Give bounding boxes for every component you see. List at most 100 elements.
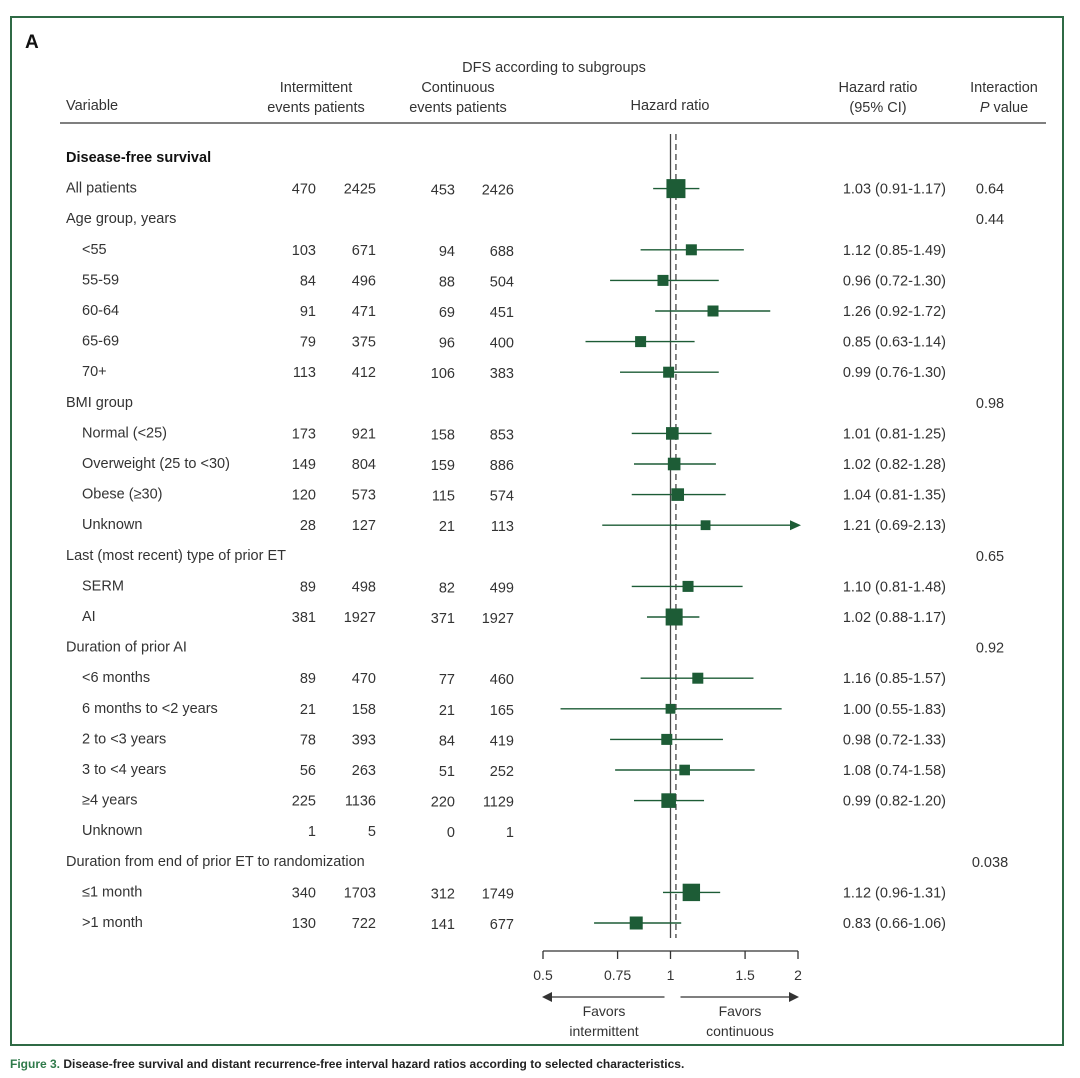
intermittent-patients: 496 bbox=[352, 273, 376, 289]
continuous-patients: 853 bbox=[490, 427, 514, 443]
intermittent-patients: 573 bbox=[352, 488, 376, 504]
caption-label: Figure 3. bbox=[10, 1057, 61, 1071]
hr-marker bbox=[685, 244, 697, 256]
continuous-patients: 1927 bbox=[482, 611, 514, 627]
intermittent-events: 470 bbox=[292, 182, 316, 198]
figure-frame bbox=[10, 16, 1064, 1046]
col-header-plot: Hazard ratio bbox=[631, 98, 710, 114]
continuous-patients: 677 bbox=[490, 917, 514, 933]
continuous-patients: 113 bbox=[491, 519, 514, 535]
col-header-variable: Variable bbox=[66, 98, 118, 114]
interaction-p-value: 0.64 bbox=[976, 182, 1004, 198]
hazard-ratio-ci: 0.96 (0.72-1.30) bbox=[843, 273, 946, 289]
col-header-hr-1: Hazard ratio bbox=[839, 80, 918, 96]
col-header-continuous-2: events patients bbox=[409, 100, 507, 116]
intermittent-patients: 471 bbox=[352, 304, 376, 320]
continuous-patients: 252 bbox=[490, 764, 514, 780]
figure-caption: Figure 3. Disease-free survival and dist… bbox=[10, 1057, 684, 1071]
hr-marker bbox=[667, 457, 681, 471]
row-label: SERM bbox=[82, 578, 124, 594]
row-label: >1 month bbox=[82, 915, 143, 931]
intermittent-events: 1 bbox=[308, 824, 316, 840]
hazard-ratio-ci: 1.01 (0.81-1.25) bbox=[843, 426, 946, 442]
hazard-ratio-ci: 1.16 (0.85-1.57) bbox=[843, 671, 946, 687]
hr-marker bbox=[682, 883, 701, 902]
hr-marker bbox=[666, 427, 679, 440]
intermittent-events: 149 bbox=[292, 457, 316, 473]
row-label: Unknown bbox=[82, 823, 142, 839]
row-label: All patients bbox=[66, 181, 137, 197]
row-label: ≤1 month bbox=[82, 884, 142, 900]
x-tick-label: 0.75 bbox=[604, 967, 631, 983]
favors-right-arrowhead bbox=[789, 992, 799, 1002]
hazard-ratio-ci: 1.08 (0.74-1.58) bbox=[843, 763, 946, 779]
continuous-patients: 383 bbox=[490, 366, 514, 382]
ci-arrow bbox=[790, 520, 801, 531]
row-label: 70+ bbox=[82, 364, 107, 380]
intermittent-events: 56 bbox=[300, 763, 316, 779]
x-tick-label: 2 bbox=[794, 967, 802, 983]
continuous-patients: 1129 bbox=[483, 795, 514, 811]
hazard-ratio-ci: 1.04 (0.81-1.35) bbox=[843, 488, 946, 504]
hazard-ratio-ci: 1.12 (0.96-1.31) bbox=[843, 885, 946, 901]
interaction-p-value: 0.44 bbox=[976, 212, 1004, 228]
continuous-patients: 499 bbox=[490, 580, 514, 596]
continuous-events: 69 bbox=[439, 305, 455, 321]
continuous-events: 82 bbox=[439, 580, 455, 596]
continuous-patients: 400 bbox=[490, 336, 514, 352]
intermittent-events: 120 bbox=[292, 488, 316, 504]
hazard-ratio-ci: 1.02 (0.88-1.17) bbox=[843, 610, 946, 626]
intermittent-events: 78 bbox=[300, 732, 316, 748]
p-letter: P bbox=[980, 100, 990, 116]
table-rows: Disease-free survival All patients 470 2425… bbox=[66, 150, 1008, 933]
favors-right-line2: continuous bbox=[706, 1023, 774, 1039]
hazard-ratio-ci: 0.99 (0.76-1.30) bbox=[843, 365, 946, 381]
hr-marker bbox=[679, 764, 690, 776]
intermittent-patients: 375 bbox=[352, 335, 376, 351]
hazard-ratio-ci: 0.83 (0.66-1.06) bbox=[843, 916, 946, 932]
hr-marker bbox=[635, 336, 647, 348]
continuous-events: 220 bbox=[431, 795, 455, 811]
hr-marker bbox=[661, 793, 676, 808]
row-label: Age group, years bbox=[66, 211, 176, 227]
continuous-events: 371 bbox=[431, 611, 455, 627]
col-header-intermittent-2: events patients bbox=[267, 100, 365, 116]
hazard-ratio-ci: 1.26 (0.92-1.72) bbox=[843, 304, 946, 320]
row-label: ≥4 years bbox=[82, 793, 138, 809]
intermittent-events: 113 bbox=[293, 365, 316, 381]
continuous-events: 158 bbox=[431, 427, 455, 443]
continuous-events: 0 bbox=[447, 825, 455, 841]
row-label: Last (most recent) type of prior ET bbox=[66, 548, 286, 564]
intermittent-patients: 127 bbox=[352, 518, 376, 534]
col-header-intermittent-1: Intermittent bbox=[280, 80, 353, 96]
intermittent-patients: 412 bbox=[352, 365, 376, 381]
intermittent-patients: 2425 bbox=[344, 182, 376, 198]
continuous-events: 88 bbox=[439, 274, 455, 290]
interaction-p-value: 0.038 bbox=[972, 855, 1008, 871]
intermittent-patients: 1136 bbox=[345, 794, 376, 810]
continuous-patients: 165 bbox=[490, 703, 514, 719]
continuous-events: 21 bbox=[439, 703, 455, 719]
intermittent-events: 21 bbox=[300, 702, 316, 718]
intermittent-events: 103 bbox=[292, 243, 316, 259]
row-label: Obese (≥30) bbox=[82, 487, 163, 503]
intermittent-patients: 1703 bbox=[344, 885, 376, 901]
favors-left-arrowhead bbox=[542, 992, 552, 1002]
p-value-word: value bbox=[994, 100, 1029, 116]
hr-marker bbox=[700, 520, 711, 531]
intermittent-patients: 498 bbox=[352, 579, 376, 595]
row-label: 6 months to <2 years bbox=[82, 701, 218, 717]
hazard-ratio-ci: 0.98 (0.72-1.33) bbox=[843, 732, 946, 748]
continuous-events: 77 bbox=[439, 672, 455, 688]
hr-marker bbox=[682, 580, 694, 592]
intermittent-patients: 804 bbox=[352, 457, 376, 473]
continuous-events: 94 bbox=[439, 244, 455, 260]
continuous-patients: 419 bbox=[490, 733, 514, 749]
intermittent-patients: 671 bbox=[352, 243, 376, 259]
continuous-patients: 504 bbox=[490, 274, 514, 290]
hazard-ratio-ci: 1.00 (0.55-1.83) bbox=[843, 702, 946, 718]
hr-marker bbox=[707, 305, 719, 317]
col-header-interaction-1: Interaction bbox=[970, 80, 1038, 96]
hazard-ratio-ci: 1.03 (0.91-1.17) bbox=[843, 182, 946, 198]
